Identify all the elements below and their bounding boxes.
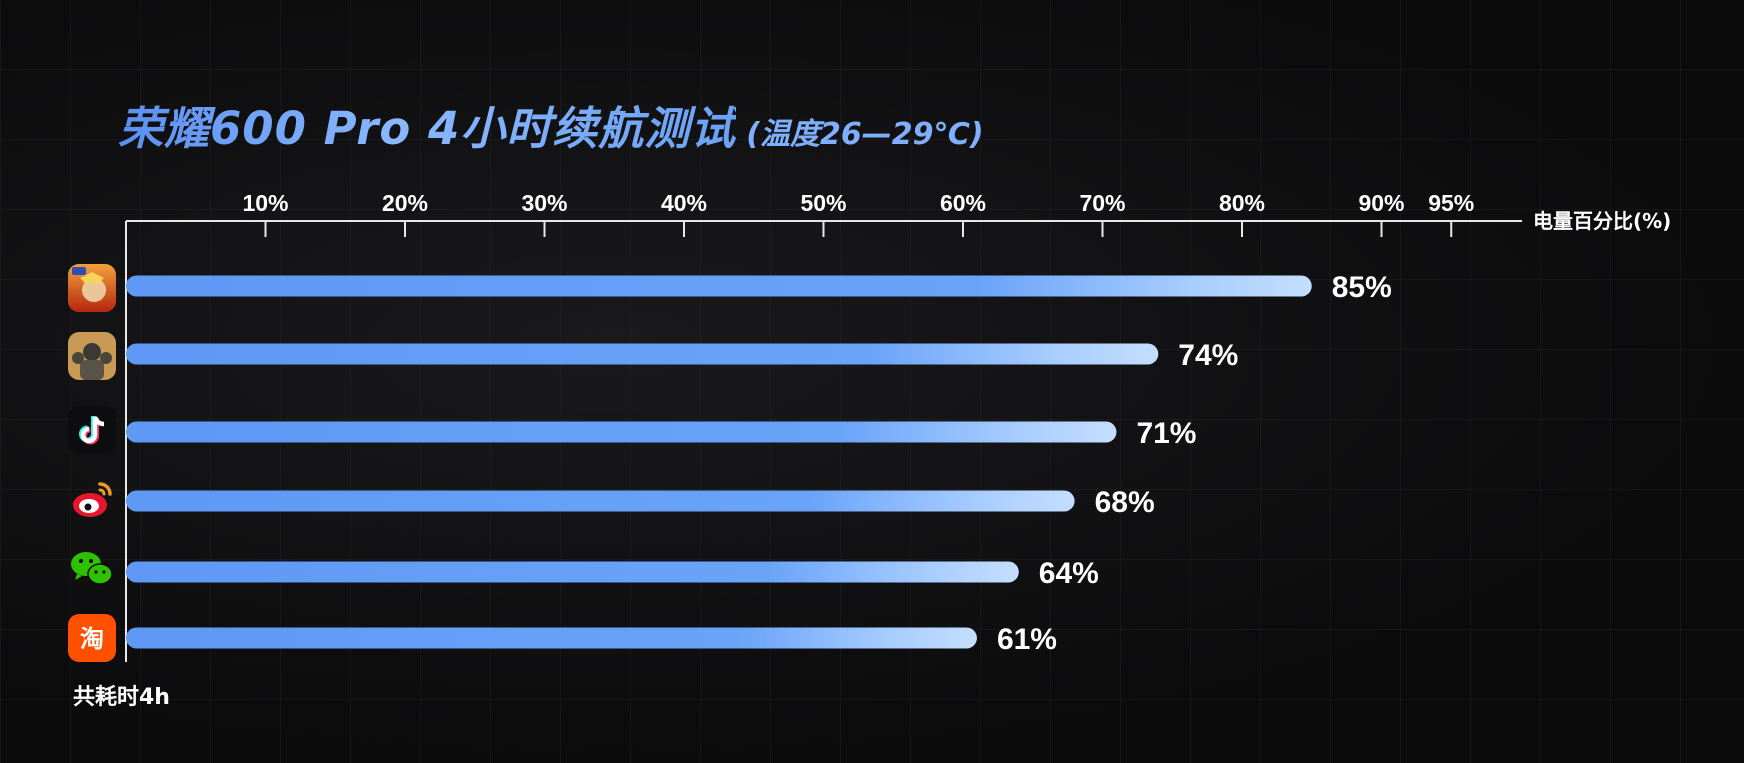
x-tick-label: 70% bbox=[1079, 190, 1125, 216]
bar-tiktok bbox=[126, 421, 1117, 443]
x-tick-label: 20% bbox=[382, 190, 428, 216]
tiktok-icon bbox=[68, 406, 116, 454]
chart-title-main: 荣耀600 Pro 4小时续航测试 bbox=[118, 92, 736, 157]
x-axis-title: 电量百分比(%) bbox=[1533, 209, 1671, 233]
bar-taobao bbox=[126, 627, 977, 649]
bar-weibo bbox=[126, 490, 1075, 512]
taobao-icon: 淘 bbox=[68, 614, 116, 662]
total-time-label: 共耗时4h bbox=[73, 685, 170, 710]
x-tick-label: 95% bbox=[1428, 190, 1474, 216]
weibo-icon bbox=[68, 474, 116, 522]
hero-game-icon bbox=[68, 264, 116, 312]
x-tick-label: 40% bbox=[661, 190, 707, 216]
bar-value-label: 71% bbox=[1136, 417, 1196, 450]
x-tick-label: 30% bbox=[521, 190, 567, 216]
x-tick-label: 50% bbox=[800, 190, 846, 216]
bar-value-label: 64% bbox=[1039, 557, 1099, 590]
bar-value-label: 74% bbox=[1178, 339, 1238, 372]
bar-wechat bbox=[126, 561, 1019, 583]
bar-value-label: 68% bbox=[1095, 486, 1155, 519]
bars: 85% 74% 71% 68% 64% 61% bbox=[126, 271, 1392, 656]
axes: 10% 20% 30% 40% 50% 60% 70% 80% 90% 95% 电量百分比(%) bbox=[125, 190, 1671, 662]
bar-game-app-1 bbox=[126, 275, 1312, 297]
x-tick-label: 90% bbox=[1358, 190, 1404, 216]
x-tick-label: 60% bbox=[940, 190, 986, 216]
x-tick-label: 10% bbox=[242, 190, 288, 216]
x-tick-label: 80% bbox=[1219, 190, 1265, 216]
bar-game-app-2 bbox=[126, 343, 1159, 365]
pubg-game-icon bbox=[68, 332, 116, 380]
chart-title-subtitle: (温度26—29℃) bbox=[746, 117, 984, 152]
wechat-icon bbox=[68, 544, 116, 592]
bar-value-label: 61% bbox=[997, 623, 1057, 656]
chart-title: 荣耀600 Pro 4小时续航测试 (温度26—29℃) bbox=[118, 92, 984, 155]
svg-text:淘: 淘 bbox=[80, 625, 104, 653]
bar-value-label: 85% bbox=[1332, 271, 1392, 304]
